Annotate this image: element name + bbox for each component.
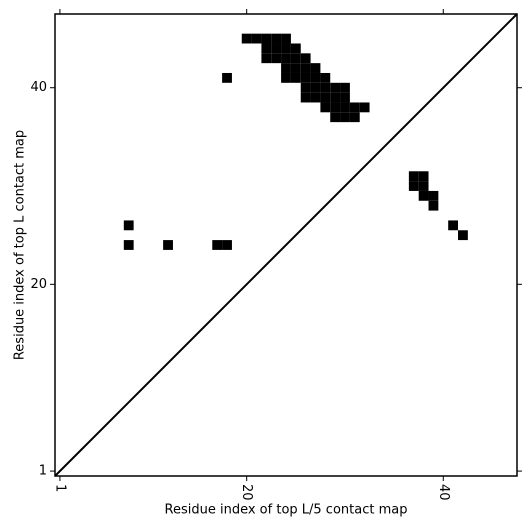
contact-cell — [281, 63, 291, 73]
contact-cell — [340, 82, 350, 93]
contact-cell — [123, 240, 134, 250]
contact-cell — [349, 102, 360, 113]
contact-cell — [271, 43, 282, 54]
contact-cell — [310, 63, 321, 73]
contact-cell — [222, 240, 232, 250]
contact-cell — [281, 33, 291, 44]
y-tick-label: 1 — [39, 464, 47, 479]
contact-cell — [281, 72, 291, 83]
contact-cell — [330, 82, 341, 93]
y-axis-label: Residue index of top L contact map — [13, 130, 28, 360]
contact-cell — [271, 33, 282, 44]
contact-cell — [241, 33, 252, 44]
contact-cell — [310, 92, 321, 103]
contact-cell — [340, 102, 350, 113]
x-tick-label: 40 — [436, 484, 451, 501]
x-tick-label: 20 — [239, 484, 254, 501]
contact-cell — [458, 230, 468, 241]
contact-cell — [428, 200, 439, 211]
contact-cell — [310, 72, 321, 83]
plot-frame — [54, 13, 518, 477]
y-tick-label: 40 — [30, 80, 47, 95]
contact-cell — [261, 43, 272, 54]
contact-cell — [320, 82, 331, 93]
contact-cell — [418, 190, 429, 201]
contact-cell — [408, 171, 419, 182]
contact-cell — [448, 220, 459, 231]
contact-cell — [251, 33, 262, 44]
contact-cell — [349, 112, 360, 123]
x-tick-label: 1 — [52, 484, 67, 492]
contact-cell — [281, 53, 291, 64]
contact-cell — [300, 72, 311, 83]
contact-cell — [330, 112, 341, 123]
contact-cell — [212, 240, 223, 250]
contact-cell — [320, 92, 331, 103]
contact-cell — [428, 190, 439, 201]
contact-cell — [300, 53, 311, 64]
contact-cell — [290, 53, 301, 64]
contact-cell — [340, 92, 350, 103]
contact-cell — [123, 220, 134, 231]
contact-cell — [290, 72, 301, 83]
contact-cell — [300, 82, 311, 93]
contact-cell — [261, 33, 272, 44]
contact-cell — [320, 102, 331, 113]
contact-cell — [261, 53, 272, 64]
diagonal-line — [54, 13, 518, 477]
contact-cell — [290, 43, 301, 54]
contact-cell — [330, 92, 341, 103]
contact-cell — [359, 102, 370, 113]
x-axis-label: Residue index of top L/5 contact map — [165, 503, 408, 518]
contact-cell — [418, 171, 429, 182]
y-tick-label: 20 — [30, 277, 47, 292]
contact-cell — [271, 53, 282, 64]
contact-cell — [290, 63, 301, 73]
contact-cell — [320, 72, 331, 83]
contact-cell — [222, 72, 232, 83]
contact-cell — [300, 63, 311, 73]
contact-cell — [330, 102, 341, 113]
contact-cell — [300, 92, 311, 103]
contact-cell — [340, 112, 350, 123]
contact-cell — [408, 181, 419, 191]
contact-cell — [418, 181, 429, 191]
contact-cell — [281, 43, 291, 54]
contact-cell — [163, 240, 173, 250]
contact-cell — [310, 82, 321, 93]
